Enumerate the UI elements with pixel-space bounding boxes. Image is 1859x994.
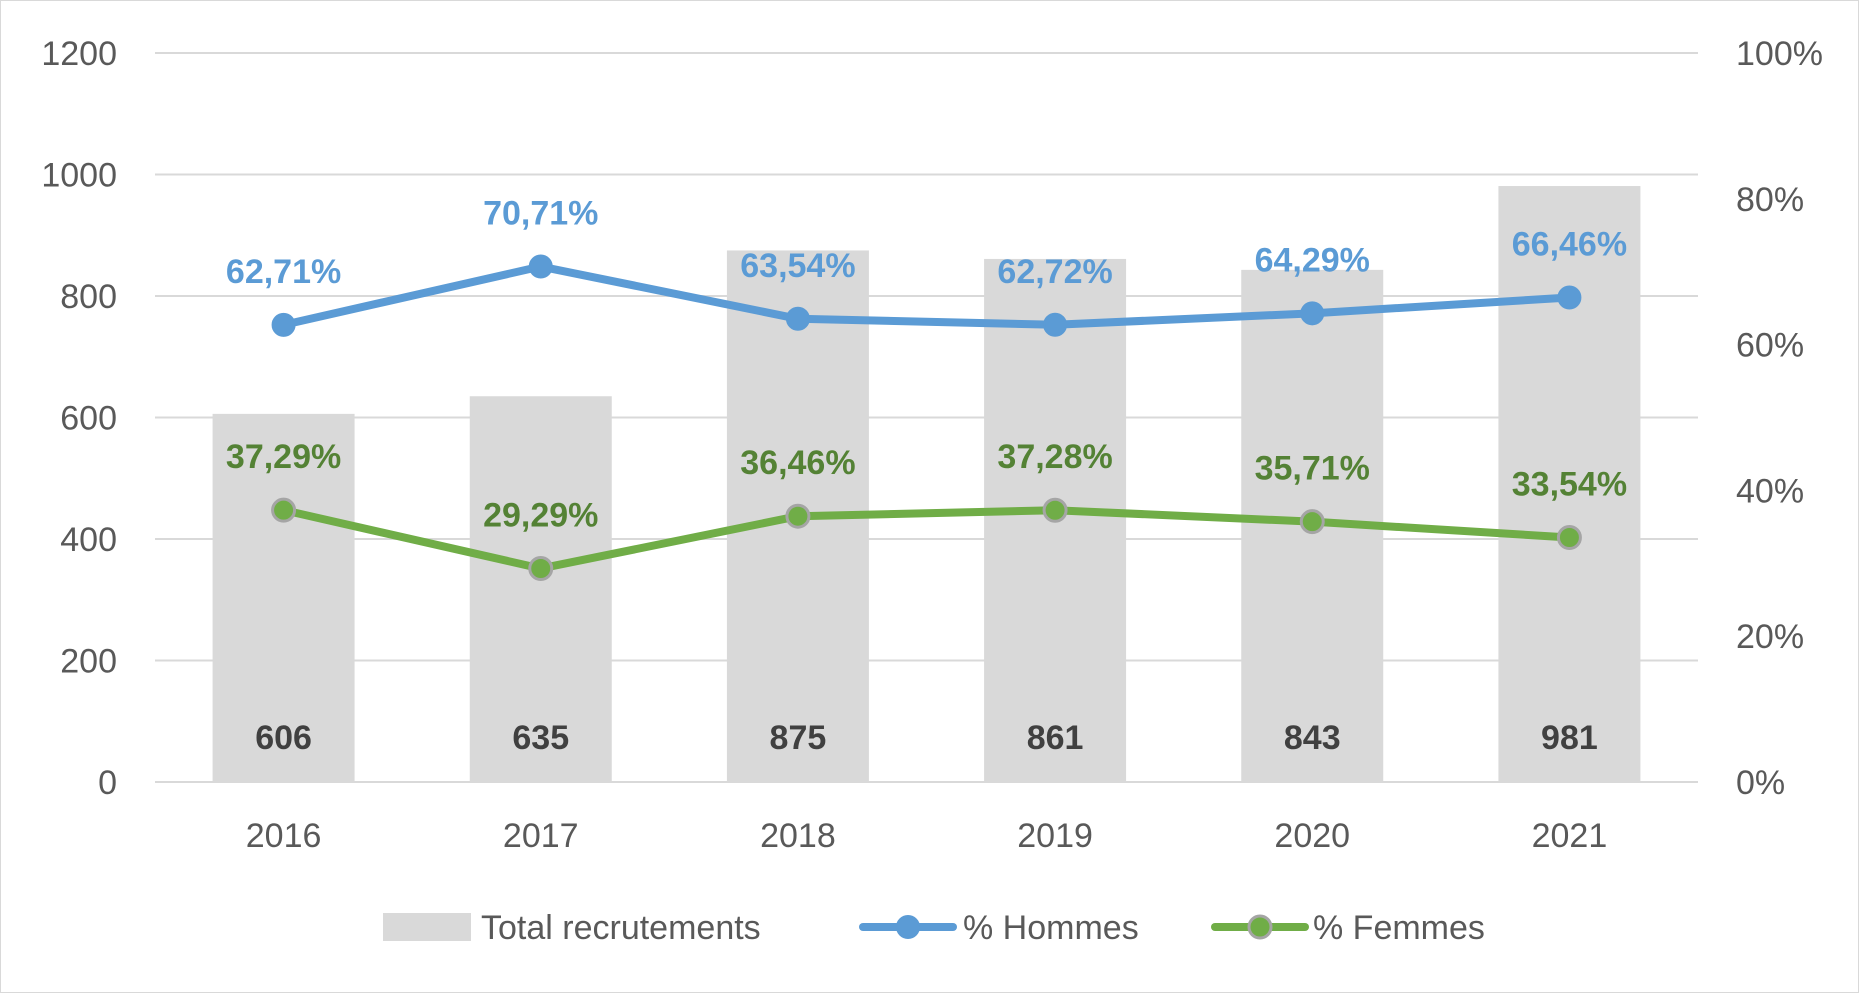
series-value-label: 62,71% xyxy=(226,253,341,291)
legend: Total recrutements % Hommes % Femmes xyxy=(383,909,1485,947)
legend-marker xyxy=(896,915,920,939)
legend-swatch-bars xyxy=(383,913,471,941)
bar-value-label: 843 xyxy=(1284,719,1341,757)
bars-group xyxy=(212,186,1641,783)
series-value-label: 62,72% xyxy=(997,253,1112,291)
series-marker xyxy=(1557,285,1582,310)
bar xyxy=(1498,186,1641,783)
bar-value-label: 981 xyxy=(1541,719,1598,757)
series-marker xyxy=(785,503,811,529)
series-marker xyxy=(1042,497,1068,523)
series-value-label: 37,28% xyxy=(997,438,1112,476)
series-marker xyxy=(1043,312,1068,337)
y-left-tick-label: 1200 xyxy=(41,35,117,73)
data-labels-group: 606 635 875 861 843 981 62,71% 70,71% 63,54% 62,7… xyxy=(226,195,1627,757)
y-left-tick-label: 400 xyxy=(60,521,117,559)
bar-value-label: 875 xyxy=(770,719,827,757)
y-right-tick-label: 0% xyxy=(1736,764,1785,802)
x-tick-label: 2018 xyxy=(760,817,836,855)
legend-label: % Femmes xyxy=(1313,909,1485,947)
series-value-label: 70,71% xyxy=(483,195,598,233)
series-marker xyxy=(528,254,553,279)
series-line xyxy=(279,262,1574,329)
y-right-tick-label: 20% xyxy=(1736,618,1804,656)
axes-group: 0 200 400 600 800 1000 1200 0% 20% 40% 60% 80% 100% 2… xyxy=(41,35,1823,855)
series-value-label: 33,54% xyxy=(1512,465,1627,503)
bar xyxy=(212,413,355,782)
legend-label: % Hommes xyxy=(963,909,1139,947)
x-tick-label: 2021 xyxy=(1532,817,1608,855)
series-value-label: 66,46% xyxy=(1512,226,1627,264)
series-marker xyxy=(1299,509,1325,535)
series-marker xyxy=(1300,301,1325,326)
y-right-tick-label: 80% xyxy=(1736,181,1804,219)
x-tick-label: 2017 xyxy=(503,817,579,855)
bar-value-label: 635 xyxy=(512,719,569,757)
x-tick-label: 2020 xyxy=(1274,817,1350,855)
bar-value-label: 606 xyxy=(255,719,312,757)
series-marker xyxy=(1556,524,1582,550)
y-left-tick-label: 200 xyxy=(60,643,117,681)
y-right-tick-label: 100% xyxy=(1736,35,1823,73)
y-left-tick-label: 800 xyxy=(60,278,117,316)
series-value-label: 63,54% xyxy=(740,247,855,285)
bar-value-label: 861 xyxy=(1027,719,1084,757)
legend-marker xyxy=(1247,914,1273,940)
series-line xyxy=(279,506,1574,573)
legend-label: Total recrutements xyxy=(481,909,761,947)
series-value-label: 35,71% xyxy=(1255,450,1370,488)
series-marker xyxy=(528,555,554,581)
bar xyxy=(469,396,612,782)
x-tick-label: 2019 xyxy=(1017,817,1093,855)
series-value-label: 36,46% xyxy=(740,444,855,482)
lines-group xyxy=(271,254,1582,581)
series-marker xyxy=(271,497,297,523)
y-left-tick-label: 0 xyxy=(98,764,117,802)
series-marker xyxy=(271,312,296,337)
series-marker xyxy=(785,306,810,331)
y-right-tick-label: 60% xyxy=(1736,327,1804,365)
x-tick-label: 2016 xyxy=(246,817,322,855)
y-left-tick-label: 1000 xyxy=(41,157,117,195)
y-left-tick-label: 600 xyxy=(60,400,117,438)
gridlines xyxy=(155,52,1698,783)
y-right-tick-label: 40% xyxy=(1736,472,1804,510)
series-value-label: 29,29% xyxy=(483,496,598,534)
series-value-label: 37,29% xyxy=(226,438,341,476)
series-value-label: 64,29% xyxy=(1255,241,1370,279)
